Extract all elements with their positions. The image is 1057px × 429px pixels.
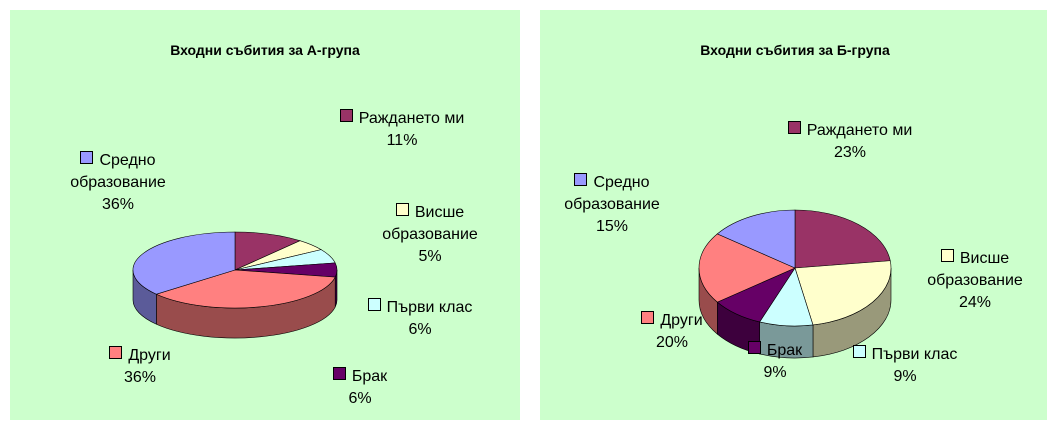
slice-label: Раждането ми 11% — [322, 108, 482, 152]
panel-a — [10, 10, 520, 420]
slice — [698, 233, 796, 303]
slice-label: Средно образование 15% — [532, 172, 692, 238]
slice — [794, 260, 892, 326]
slice-label: Други 36% — [60, 345, 220, 389]
legend-marker — [339, 109, 353, 122]
slice-label: Висше образование 24% — [895, 248, 1055, 314]
value-label: 9% — [893, 368, 917, 385]
slice-label: Средно образование 36% — [38, 150, 198, 216]
category-name: Средно образование — [70, 152, 166, 191]
slice — [132, 231, 236, 295]
slice-label: Раждането ми 23% — [770, 120, 930, 164]
slice — [794, 209, 891, 269]
value-label: 6% — [348, 390, 372, 407]
legend-marker — [940, 249, 954, 262]
category-name: Първи клас — [386, 299, 473, 316]
value-label: 15% — [595, 218, 629, 235]
slice-label: Първи клас 6% — [340, 297, 500, 341]
slice — [155, 269, 336, 309]
slice-label: Други 20% — [592, 310, 752, 354]
slice — [234, 231, 301, 271]
value-label: 20% — [655, 334, 689, 351]
slice-label: Брак 9% — [695, 340, 855, 384]
category-name: Други — [660, 312, 703, 329]
category-name: Висше образование — [927, 250, 1023, 289]
value-label: 23% — [833, 144, 867, 161]
legend-marker — [747, 341, 761, 354]
slice-label: Брак 6% — [280, 366, 440, 410]
value-label: 11% — [386, 132, 418, 149]
legend-marker — [852, 345, 866, 358]
slice — [716, 209, 796, 269]
category-name: Раждането ми — [806, 122, 913, 139]
slice-label: Висше образование 5% — [350, 202, 510, 268]
value-label: 24% — [958, 294, 992, 311]
category-name: Раждането ми — [358, 110, 465, 127]
value-label: 5% — [418, 248, 442, 265]
category-name: Брак — [766, 342, 803, 359]
category-name: Първи клас — [871, 346, 958, 363]
legend-marker — [80, 151, 94, 164]
legend-marker — [109, 346, 123, 359]
legend-marker — [395, 203, 409, 216]
value-label: 36% — [123, 369, 157, 386]
category-name: Средно образование — [564, 174, 660, 213]
legend-marker — [332, 367, 346, 380]
value-label: 9% — [763, 364, 787, 381]
legend-marker — [574, 173, 588, 186]
category-name: Брак — [351, 368, 388, 385]
slice-label: Първи клас 9% — [825, 344, 985, 388]
value-label: 36% — [101, 196, 135, 213]
chart-title: Входни събития за Б-група — [700, 42, 890, 58]
category-name: Висше образование — [382, 204, 478, 243]
legend-marker — [787, 121, 801, 134]
value-label: 6% — [408, 321, 432, 338]
chart-title: Входни събития за А-група — [170, 42, 360, 58]
legend-marker — [641, 311, 655, 324]
category-name: Други — [128, 347, 171, 364]
legend-marker — [367, 298, 381, 311]
